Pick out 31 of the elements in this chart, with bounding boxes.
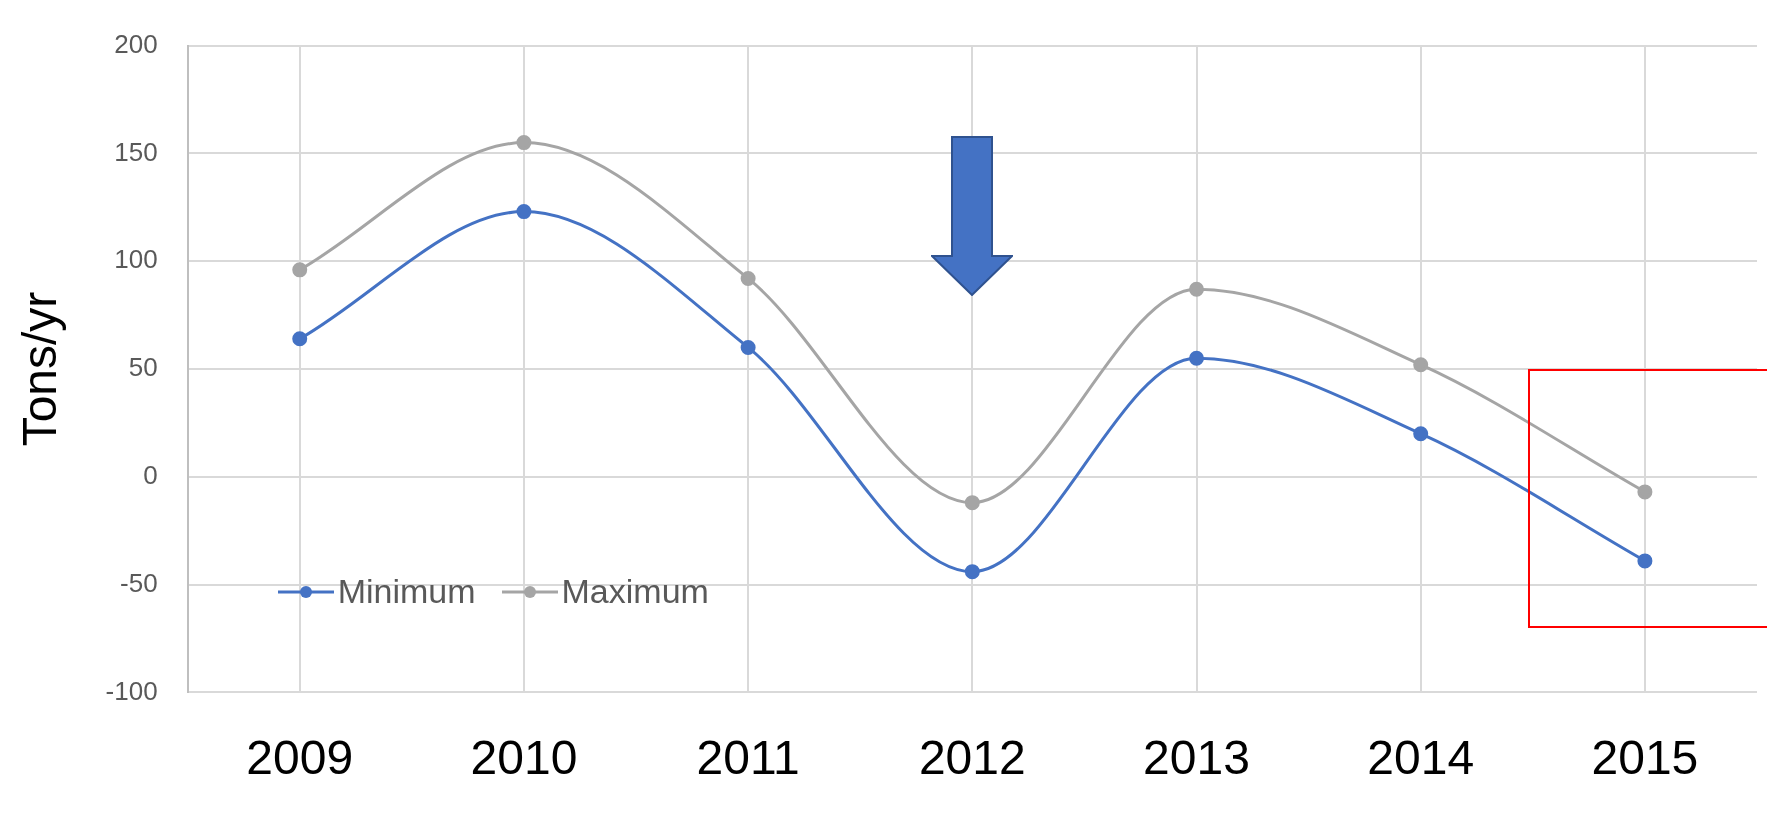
point [1189,281,1205,297]
y-tick-label: 50 [128,352,158,383]
point [1189,350,1205,366]
x-tick-label: 2011 [696,731,800,785]
legend-label: Minimum [337,572,476,612]
point [1637,484,1653,500]
x-tick-label: 2009 [246,731,354,785]
point [292,331,308,347]
y-tick-label: 200 [114,28,158,59]
point [740,339,756,355]
y-axis-title: Tons/yr [13,291,67,447]
point [516,135,532,151]
point [964,495,980,511]
point [740,270,756,286]
point [292,262,308,278]
y-tick-label: 150 [114,136,158,167]
x-tick-label: 2013 [1143,731,1250,785]
y-tick-label: 0 [143,459,158,490]
x-tick-label: 2014 [1367,731,1475,785]
x-tick-label: 2015 [1591,731,1699,785]
y-tick-label: -100 [105,675,158,706]
x-tick-label: 2012 [918,731,1026,785]
point [516,204,532,220]
x-tick-label: 2010 [470,731,578,785]
y-tick-label: 100 [114,244,158,275]
point [1637,553,1653,569]
y-tick-label: -50 [120,567,158,598]
legend-label: Maximum [561,572,709,612]
point [1413,426,1429,442]
point [964,564,980,580]
point [1413,357,1429,373]
